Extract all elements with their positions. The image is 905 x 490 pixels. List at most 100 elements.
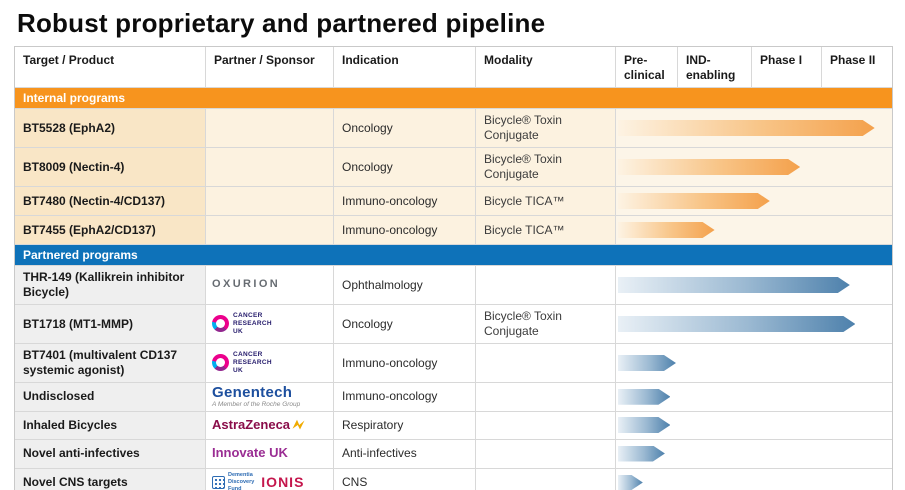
cancer-research-uk-icon (212, 354, 229, 372)
target-product: BT8009 (Nectin-4) (15, 148, 205, 186)
modality: Bicycle® Toxin Conjugate (475, 305, 615, 343)
page-title: Robust proprietary and partnered pipelin… (17, 8, 546, 38)
ionis-logo: IONIS (261, 473, 305, 490)
progress-arrow (618, 159, 800, 175)
target-product: BT5528 (EphA2) (15, 109, 205, 147)
col-header-partner-sponsor: Partner / Sponsor (205, 47, 333, 87)
cancer-research-uk-wordmark: CANCER RESEARCH UK (233, 312, 272, 335)
indication: Oncology (333, 305, 475, 343)
modality: Bicycle TICA™ (475, 216, 615, 244)
modality (475, 468, 615, 490)
indication: Ophthalmology (333, 266, 475, 304)
partner-sponsor: AstraZeneca (205, 411, 333, 439)
modality (475, 344, 615, 382)
cancer-research-uk-logo: CANCER RESEARCH UK (212, 312, 327, 335)
progress-arrow (618, 355, 676, 371)
stage-track (615, 109, 892, 147)
dementia-discovery-fund-logo: Dementia Discovery Fund IONIS (212, 472, 327, 490)
indication: Oncology (333, 148, 475, 186)
partner-sponsor: CANCER RESEARCH UK (205, 305, 333, 343)
indication: CNS (333, 468, 475, 490)
indication: Respiratory (333, 411, 475, 439)
indication: Immuno-oncology (333, 344, 475, 382)
target-product: Novel CNS targets (15, 468, 205, 490)
modality: Bicycle TICA™ (475, 187, 615, 215)
modality (475, 439, 615, 468)
partner-sponsor (205, 109, 333, 147)
row-bt1718: BT1718 (MT1-MMP) CANCER RESEARCH UK Onco… (15, 304, 892, 343)
stage-track (615, 305, 892, 343)
astrazeneca-logo: AstraZeneca (212, 417, 327, 433)
progress-arrow (618, 446, 665, 462)
partner-sponsor (205, 216, 333, 244)
row-undisclosed-genentech: Undisclosed Genentech A Member of the Ro… (15, 382, 892, 411)
row-novel-anti-infectives: Novel anti-infectives Innovate UK Anti-i… (15, 438, 892, 468)
col-header-target-product: Target / Product (15, 47, 205, 87)
col-header-modality: Modality (475, 47, 615, 87)
partner-sponsor: OXURION (205, 266, 333, 304)
target-product: Novel anti-infectives (15, 439, 205, 468)
section-label: Partnered programs (23, 248, 138, 262)
pipeline-table: Target / Product Partner / Sponsor Indic… (14, 46, 893, 490)
row-bt7401: BT7401 (multivalent CD137 systemic agoni… (15, 343, 892, 382)
stage-track (615, 148, 892, 186)
partner-sponsor: CANCER RESEARCH UK (205, 344, 333, 382)
partner-sponsor: Dementia Discovery Fund IONIS (205, 468, 333, 490)
progress-arrow (618, 316, 855, 332)
col-header-phase-2: Phase II (821, 47, 892, 87)
row-thr-149: THR-149 (Kallikrein inhibitor Bicycle) O… (15, 265, 892, 304)
col-header-phase-1: Phase I (751, 47, 821, 87)
target-product: BT7401 (multivalent CD137 systemic agoni… (15, 344, 205, 382)
row-bt7455: BT7455 (EphA2/CD137) Immuno-oncology Bic… (15, 215, 892, 244)
cancer-research-uk-logo: CANCER RESEARCH UK (212, 351, 327, 374)
indication: Immuno-oncology (333, 216, 475, 244)
indication: Immuno-oncology (333, 187, 475, 215)
row-bt5528: BT5528 (EphA2) Oncology Bicycle® Toxin C… (15, 108, 892, 147)
stage-track (615, 468, 892, 490)
col-header-preclinical: Pre-clinical (615, 47, 677, 87)
section-header-partnered-programs: Partnered programs (15, 244, 892, 265)
partner-sponsor (205, 148, 333, 186)
dementia-discovery-fund-icon (212, 476, 225, 489)
indication: Immuno-oncology (333, 383, 475, 411)
section-label: Internal programs (23, 91, 126, 105)
target-product: THR-149 (Kallikrein inhibitor Bicycle) (15, 266, 205, 304)
stage-track (615, 187, 892, 215)
progress-arrow (618, 475, 643, 490)
target-product: BT7480 (Nectin-4/CD137) (15, 187, 205, 215)
progress-arrow (618, 120, 875, 136)
table-header-row: Target / Product Partner / Sponsor Indic… (15, 47, 892, 87)
modality (475, 383, 615, 411)
stage-track (615, 344, 892, 382)
col-header-indication: Indication (333, 47, 475, 87)
row-novel-cns-targets: Novel CNS targets Dementia Discovery Fun… (15, 467, 892, 490)
section-header-internal-programs: Internal programs (15, 87, 892, 108)
partner-sponsor (205, 187, 333, 215)
stage-track (615, 439, 892, 468)
modality (475, 266, 615, 304)
row-inhaled-bicycles: Inhaled Bicycles AstraZeneca Respiratory (15, 410, 892, 439)
modality: Bicycle® Toxin Conjugate (475, 148, 615, 186)
stage-track (615, 216, 892, 244)
innovate-uk-logo: Innovate UK (212, 445, 288, 461)
progress-arrow (618, 417, 670, 433)
modality: Bicycle® Toxin Conjugate (475, 109, 615, 147)
progress-arrow (618, 277, 850, 293)
progress-arrow (618, 222, 715, 238)
stage-track (615, 383, 892, 411)
partner-sponsor: Genentech A Member of the Roche Group (205, 383, 333, 411)
progress-arrow (618, 193, 770, 209)
indication: Oncology (333, 109, 475, 147)
cancer-research-uk-icon (212, 315, 229, 333)
target-product: Undisclosed (15, 383, 205, 411)
dementia-discovery-fund-wordmark: Dementia Discovery Fund (228, 472, 255, 490)
cancer-research-uk-wordmark: CANCER RESEARCH UK (233, 351, 272, 374)
indication: Anti-infectives (333, 439, 475, 468)
progress-arrow (618, 389, 670, 405)
modality (475, 411, 615, 439)
row-bt8009: BT8009 (Nectin-4) Oncology Bicycle® Toxi… (15, 147, 892, 186)
target-product: BT1718 (MT1-MMP) (15, 305, 205, 343)
partner-sponsor: Innovate UK (205, 439, 333, 468)
stage-track (615, 411, 892, 439)
